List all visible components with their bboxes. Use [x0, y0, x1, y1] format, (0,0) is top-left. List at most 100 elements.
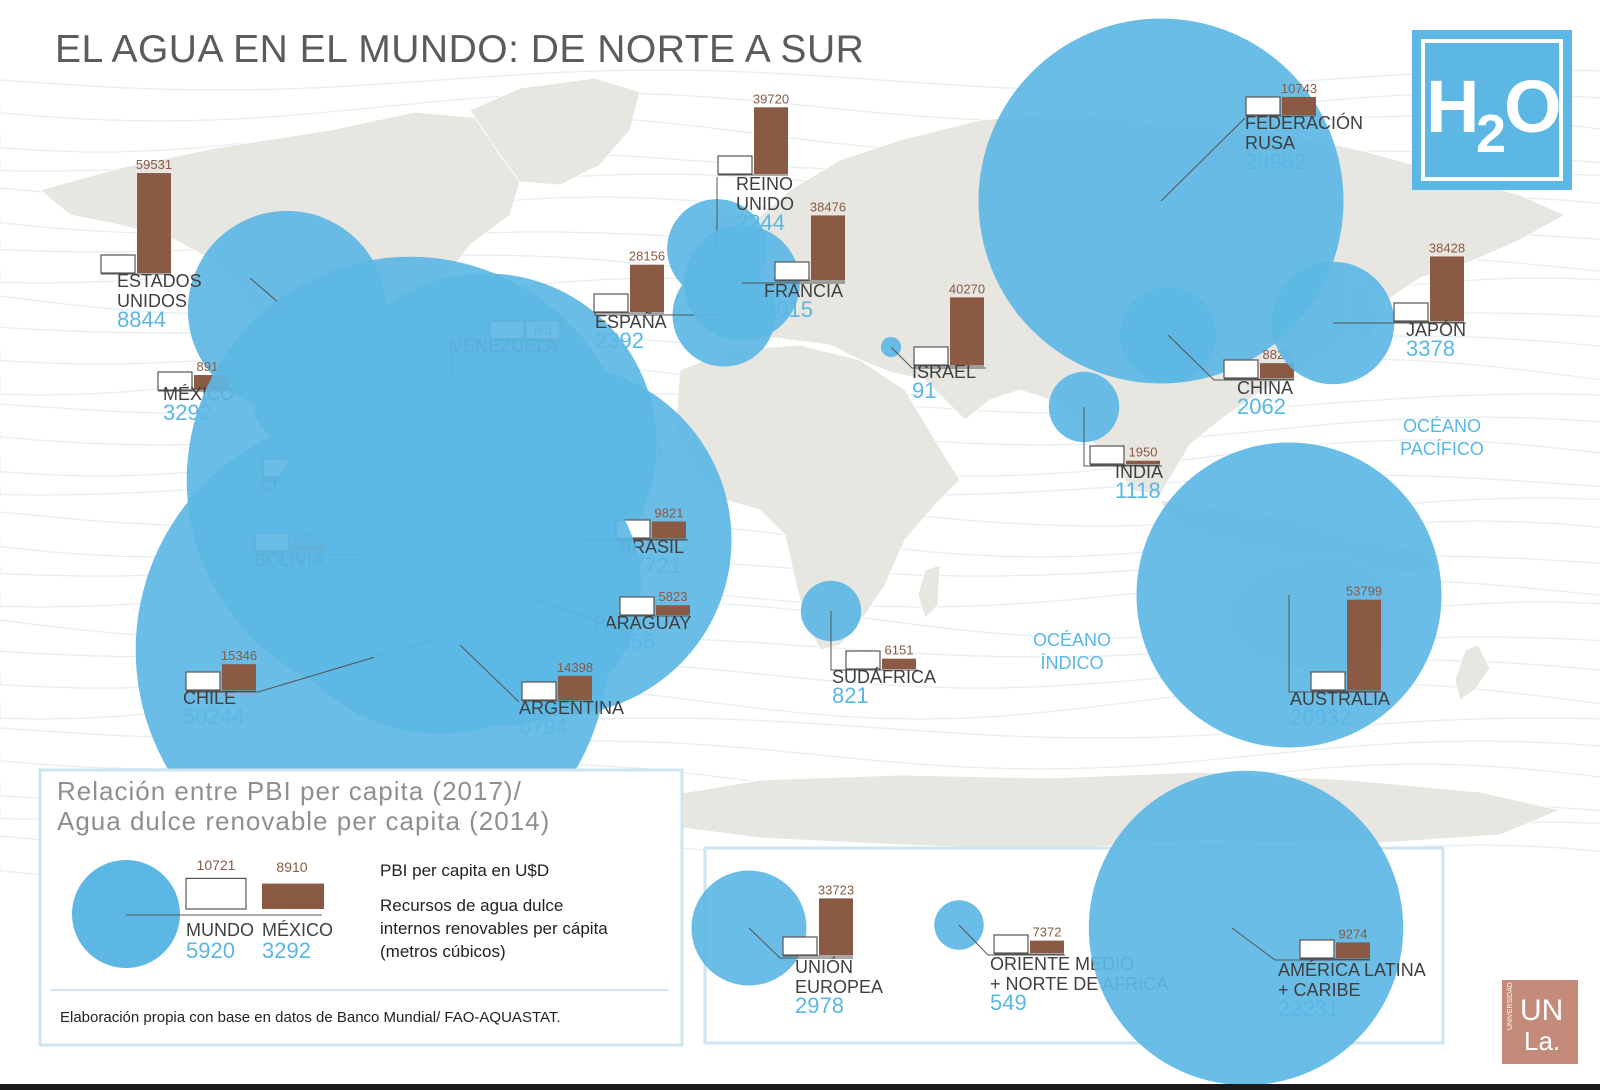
legend-title-line-1: Relación entre PBI per capita (2017)/: [57, 776, 522, 806]
oriente-medio-water-value: 549: [990, 990, 1027, 1015]
america-latina-gdp-bar: [1336, 942, 1370, 958]
legend-example-gdp: 8910: [276, 859, 307, 875]
india-name: INDIA: [1115, 462, 1163, 482]
university-logo-la: La.: [1524, 1026, 1560, 1056]
america-latina-world-bar: [1299, 939, 1335, 959]
argentina-gdp-label: 14398: [557, 660, 593, 675]
svg-text:O: O: [1504, 65, 1562, 148]
legend-title-line-2: Agua dulce renovable per capita (2014): [57, 806, 550, 836]
oriente-medio-gdp-bar: [1030, 940, 1064, 953]
espana-world-bar: [593, 293, 629, 313]
legend-gdp-text: PBI per capita en U$D: [380, 861, 549, 880]
oriente-medio-gdp-label: 7372: [1033, 925, 1062, 940]
francia-water-value: 3015: [764, 297, 813, 322]
h2o-logo-text: H 2 O: [1426, 65, 1562, 164]
argentina-leader-line: [459, 644, 520, 703]
america-latina-gdp-label: 9274: [1339, 926, 1368, 941]
chile-name: CHILE: [183, 688, 236, 708]
espana-gdp-label: 28156: [629, 249, 665, 264]
federacion-rusa-water-value: 29982: [1245, 149, 1306, 174]
australia-gdp-label: 53799: [1346, 584, 1382, 599]
chile-water-value: 50244: [183, 704, 244, 729]
reino-unido-world-bar: [717, 155, 753, 175]
sudafrica-name: SUDÁFRICA: [832, 667, 936, 687]
union-europea-name: EUROPEA: [795, 977, 883, 997]
country-markers: 59531ESTADOSUNIDOS88448910MÉXICO3292n/dV…: [100, 18, 1466, 887]
federacion-rusa-name: FEDERACIÓN: [1245, 112, 1363, 133]
union-europea-leader-line: [748, 927, 853, 959]
estados-unidos-water-value: 8844: [117, 307, 166, 332]
union-europea-water-value: 2978: [795, 993, 844, 1018]
china-gdp-bar: [1260, 363, 1294, 378]
oriente-medio-leader-line: [958, 924, 1065, 956]
espana-name: ESPAÑA: [595, 311, 667, 332]
university-logo-un: UN: [1520, 994, 1563, 1027]
india-gdp-bar: [1126, 460, 1160, 464]
reino-unido-name: REINO: [736, 174, 793, 194]
university-logo-mark: UNIVERSIDAD NACIONAL DE LANÚS UN La.: [1505, 907, 1563, 1056]
land-antarctica: [639, 771, 1562, 851]
francia-gdp-bar: [811, 215, 845, 280]
legend-world-gdp: 10721: [197, 857, 236, 873]
chile-world-bar: [185, 671, 221, 691]
legend-world-label: MUNDO: [186, 920, 254, 940]
estados-unidos-world-bar: [100, 254, 136, 274]
ocean-wave-line: [0, 92, 1600, 122]
brasil-gdp-label: 9821: [655, 506, 684, 521]
legend-world-bar: [185, 877, 247, 910]
america-latina-name: AMÉRICA LATINA: [1278, 960, 1426, 980]
federacion-rusa-name: RUSA: [1245, 133, 1295, 153]
union-europea-name: UNIÓN: [795, 956, 853, 977]
sudafrica-gdp-bar: [882, 658, 916, 669]
chile-gdp-label: 15346: [221, 648, 257, 663]
argentina-world-bar: [521, 681, 557, 701]
h2o-logo: H 2 O: [1412, 30, 1572, 190]
paraguay-name: PARAGUAY: [594, 613, 691, 633]
reino-unido-gdp-bar: [754, 107, 788, 174]
chile-gdp-bar: [222, 664, 256, 690]
israel-world-bar: [913, 346, 949, 366]
israel-gdp-label: 40270: [949, 281, 985, 296]
australia-water-value: 20932: [1290, 705, 1351, 730]
ocean-wave-line: [0, 69, 1600, 91]
india-leader-line: [1083, 407, 1162, 467]
page-title: EL AGUA EN EL MUNDO: DE NORTE A SUR: [55, 28, 865, 71]
legend-example-label: MÉXICO: [262, 920, 333, 940]
union-europea-gdp-bar: [819, 898, 853, 955]
estados-unidos-name: UNIDOS: [117, 291, 187, 311]
espana-water-value: 2392: [595, 328, 644, 353]
japon-name: JAPÓN: [1406, 319, 1466, 340]
australia-name: AUSTRALIA: [1290, 689, 1390, 709]
israel-water-value: 91: [912, 378, 936, 403]
china-name: CHINA: [1237, 378, 1293, 398]
china-water-value: 2062: [1237, 394, 1286, 419]
legend-frame: [38, 768, 684, 1047]
federacion-rusa-world-bar: [1245, 96, 1281, 116]
land-madagascar: [917, 564, 941, 619]
land-africa: [674, 344, 961, 651]
francia-gdp-label: 38476: [810, 199, 846, 214]
land-greenland: [469, 77, 641, 186]
estados-unidos-name: ESTADOS: [117, 271, 202, 291]
legend-example-water: 3292: [262, 938, 311, 963]
paraguay-world-bar: [619, 596, 655, 616]
bottom-rule: [0, 1084, 1600, 1090]
legend-water-text-1: Recursos de agua dulce: [380, 896, 563, 915]
oriente-medio-world-bar: [993, 934, 1029, 954]
argentina-water-value: 6794: [519, 714, 568, 739]
america-latina-water-value: 22231: [1278, 996, 1339, 1021]
israel-leader-line: [890, 346, 986, 369]
paraguay-gdp-bar: [656, 605, 690, 615]
argentina-name: ARGENTINA: [519, 698, 624, 718]
india-world-bar: [1089, 445, 1125, 465]
